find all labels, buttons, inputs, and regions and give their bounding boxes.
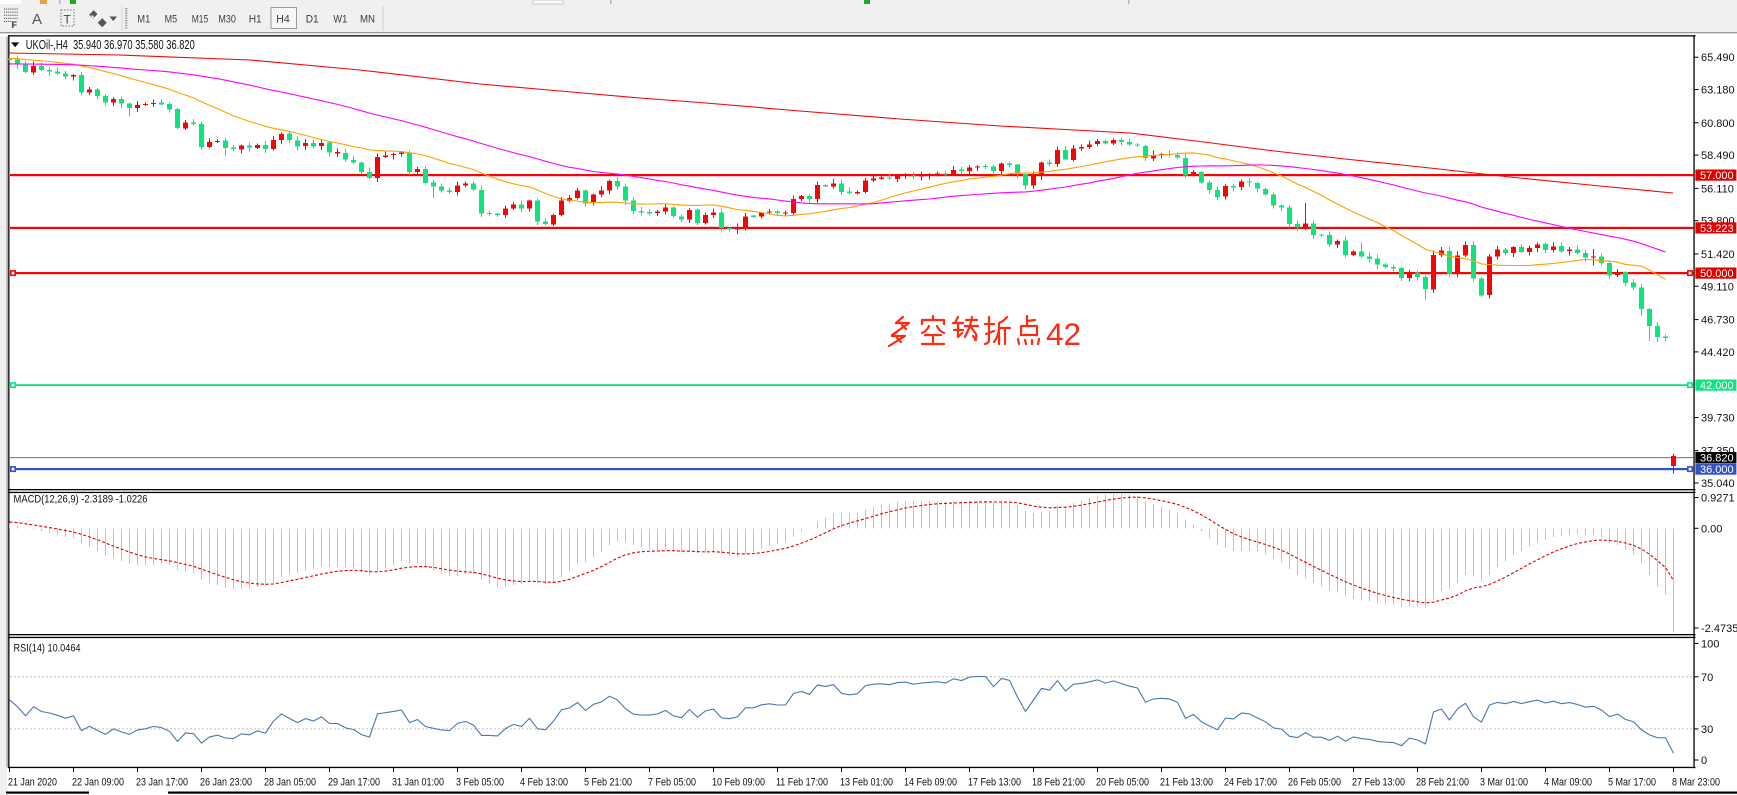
svg-text:MACD(12,26,9) -2.3189 -1.0226: MACD(12,26,9) -2.3189 -1.0226 — [14, 494, 148, 506]
svg-text:51.420: 51.420 — [1701, 249, 1735, 261]
svg-text:M1: M1 — [137, 14, 150, 26]
svg-text:5 Mar 17:00: 5 Mar 17:00 — [1608, 776, 1656, 788]
svg-text:18 Feb 21:00: 18 Feb 21:00 — [1032, 776, 1085, 788]
svg-text:20 Feb 05:00: 20 Feb 05:00 — [1096, 776, 1149, 788]
svg-text:30: 30 — [1701, 724, 1713, 736]
svg-text:UKOil-,H4 35.940 36.970 35.58: UKOil-,H4 35.940 36.970 35.580 36.820 — [26, 38, 195, 52]
svg-text:13 Feb 01:00: 13 Feb 01:00 — [840, 776, 893, 788]
svg-text:H4: H4 — [276, 14, 290, 26]
svg-text:26 Jan 23:00: 26 Jan 23:00 — [200, 776, 252, 788]
svg-text:5 Feb 21:00: 5 Feb 21:00 — [584, 776, 632, 788]
svg-text:44.420: 44.420 — [1701, 347, 1735, 359]
svg-text:10 Feb 09:00: 10 Feb 09:00 — [712, 776, 765, 788]
svg-text:46.730: 46.730 — [1701, 315, 1735, 327]
svg-text:-2.4735: -2.4735 — [1701, 623, 1737, 635]
svg-text:RSI(14) 10.0464: RSI(14) 10.0464 — [14, 643, 81, 655]
svg-text:4 Mar 09:00: 4 Mar 09:00 — [1544, 776, 1592, 788]
svg-text:53.223: 53.223 — [1700, 223, 1734, 235]
svg-text:T: T — [64, 13, 72, 27]
svg-text:21 Jan 2020: 21 Jan 2020 — [8, 776, 57, 788]
svg-text:8 Mar 23:00: 8 Mar 23:00 — [1672, 776, 1720, 788]
svg-text:70: 70 — [1701, 672, 1713, 684]
svg-text:0.9271: 0.9271 — [1701, 493, 1735, 505]
svg-text:H1: H1 — [249, 14, 262, 26]
svg-text:56.110: 56.110 — [1701, 183, 1734, 195]
svg-text:35.040: 35.040 — [1701, 478, 1735, 490]
svg-text:42: 42 — [1046, 316, 1081, 352]
svg-text:0.00: 0.00 — [1701, 523, 1722, 535]
svg-text:27 Feb 13:00: 27 Feb 13:00 — [1352, 776, 1405, 788]
svg-text:28 Feb 21:00: 28 Feb 21:00 — [1416, 776, 1469, 788]
svg-text:60.800: 60.800 — [1701, 118, 1735, 130]
svg-text:7 Feb 05:00: 7 Feb 05:00 — [648, 776, 696, 788]
svg-text:39.730: 39.730 — [1701, 413, 1735, 425]
svg-text:36.000: 36.000 — [1700, 464, 1734, 476]
svg-text:M5: M5 — [165, 14, 178, 26]
svg-text:4 Feb 13:00: 4 Feb 13:00 — [520, 776, 568, 788]
svg-text:3 Mar 01:00: 3 Mar 01:00 — [1480, 776, 1528, 788]
svg-text:63.180: 63.180 — [1701, 85, 1735, 97]
svg-text:3 Feb 05:00: 3 Feb 05:00 — [456, 776, 504, 788]
svg-text:42.000: 42.000 — [1700, 380, 1734, 392]
svg-text:23 Jan 17:00: 23 Jan 17:00 — [136, 776, 188, 788]
svg-text:100: 100 — [1701, 639, 1719, 651]
svg-text:28 Jan 05:00: 28 Jan 05:00 — [264, 776, 316, 788]
svg-text:26 Feb 05:00: 26 Feb 05:00 — [1288, 776, 1341, 788]
svg-text:D1: D1 — [306, 14, 319, 26]
svg-text:14 Feb 09:00: 14 Feb 09:00 — [904, 776, 957, 788]
svg-text:50.000: 50.000 — [1700, 268, 1734, 280]
svg-text:17 Feb 13:00: 17 Feb 13:00 — [968, 776, 1021, 788]
svg-text:29 Jan 17:00: 29 Jan 17:00 — [328, 776, 380, 788]
svg-text:31 Jan 01:00: 31 Jan 01:00 — [392, 776, 444, 788]
svg-text:M15: M15 — [192, 14, 209, 26]
svg-text:F: F — [12, 20, 18, 30]
svg-text:A: A — [32, 11, 42, 28]
svg-text:M30: M30 — [218, 14, 236, 26]
svg-text:MN: MN — [360, 14, 375, 26]
svg-text:0: 0 — [1701, 755, 1707, 767]
svg-text:49.110: 49.110 — [1701, 281, 1734, 293]
svg-text:36.820: 36.820 — [1700, 453, 1734, 465]
svg-text:22 Jan 09:00: 22 Jan 09:00 — [72, 776, 124, 788]
svg-text:21 Feb 13:00: 21 Feb 13:00 — [1160, 776, 1213, 788]
svg-text:W1: W1 — [333, 14, 347, 26]
svg-text:24 Feb 17:00: 24 Feb 17:00 — [1224, 776, 1277, 788]
svg-text:65.490: 65.490 — [1701, 52, 1735, 64]
svg-text:57.000: 57.000 — [1700, 170, 1734, 182]
svg-text:58.490: 58.490 — [1701, 150, 1735, 162]
svg-text:11 Feb 17:00: 11 Feb 17:00 — [776, 776, 828, 788]
